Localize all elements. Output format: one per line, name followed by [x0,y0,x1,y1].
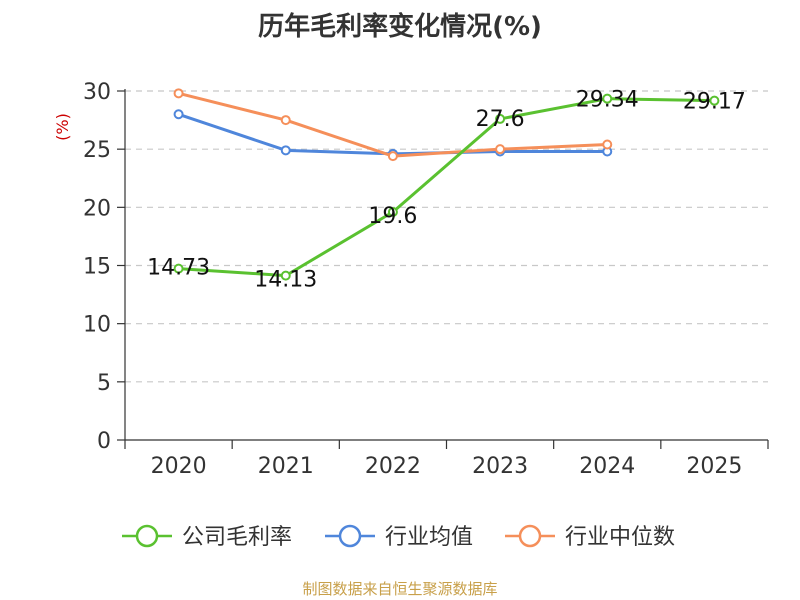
legend-label: 行业中位数 [565,525,675,550]
series-lines [173,88,720,281]
y-tick-label: 10 [83,313,111,338]
data-point [495,144,506,155]
x-tick-label: 2024 [579,454,635,479]
legend-swatch-marker [338,524,362,548]
data-label: 19.6 [368,204,417,229]
data-point [280,270,291,281]
data-point [280,145,291,156]
x-tick-label: 2022 [365,454,421,479]
x-tick-label: 2020 [151,454,207,479]
data-point [495,113,506,124]
legend: 公司毛利率 行业均值 行业中位数 [122,524,675,550]
data-point [387,206,398,217]
chart-title: 历年毛利率变化情况(%) [258,12,542,42]
legend-label: 公司毛利率 [182,525,292,550]
y-axis-label: (%) [53,113,72,141]
legend-swatch-marker [518,524,542,548]
x-tick-label: 2023 [472,454,528,479]
data-source-note: 制图数据来自恒生聚源数据库 [302,580,498,598]
y-tick-label: 5 [97,371,111,396]
series-line [177,97,716,278]
data-point [602,93,613,104]
gridlines [125,90,768,383]
data-point [173,263,184,274]
legend-swatch-marker [135,524,159,548]
data-point [173,88,184,99]
data-label: 27.6 [476,107,525,132]
data-point [709,95,720,106]
x-tick-label: 2021 [258,454,314,479]
y-tick-label: 15 [83,255,111,280]
x-tick-label: 2025 [686,454,742,479]
data-label: 14.13 [254,268,317,293]
y-tick-label: 30 [83,80,111,105]
data-label: 29.17 [683,90,746,115]
y-tick-label: 0 [97,429,111,454]
data-point [280,115,291,126]
data-point [387,151,398,162]
y-tick-label: 20 [83,196,111,221]
y-tick-label: 25 [83,138,111,163]
data-label: 14.73 [147,256,210,281]
data-point [602,139,613,150]
data-point [173,109,184,120]
data-label: 29.34 [576,88,639,113]
data-labels: 14.73 14.13 19.6 27.6 29.34 29.17 [147,88,746,293]
legend-label: 行业均值 [385,525,473,550]
series-line [177,91,609,158]
